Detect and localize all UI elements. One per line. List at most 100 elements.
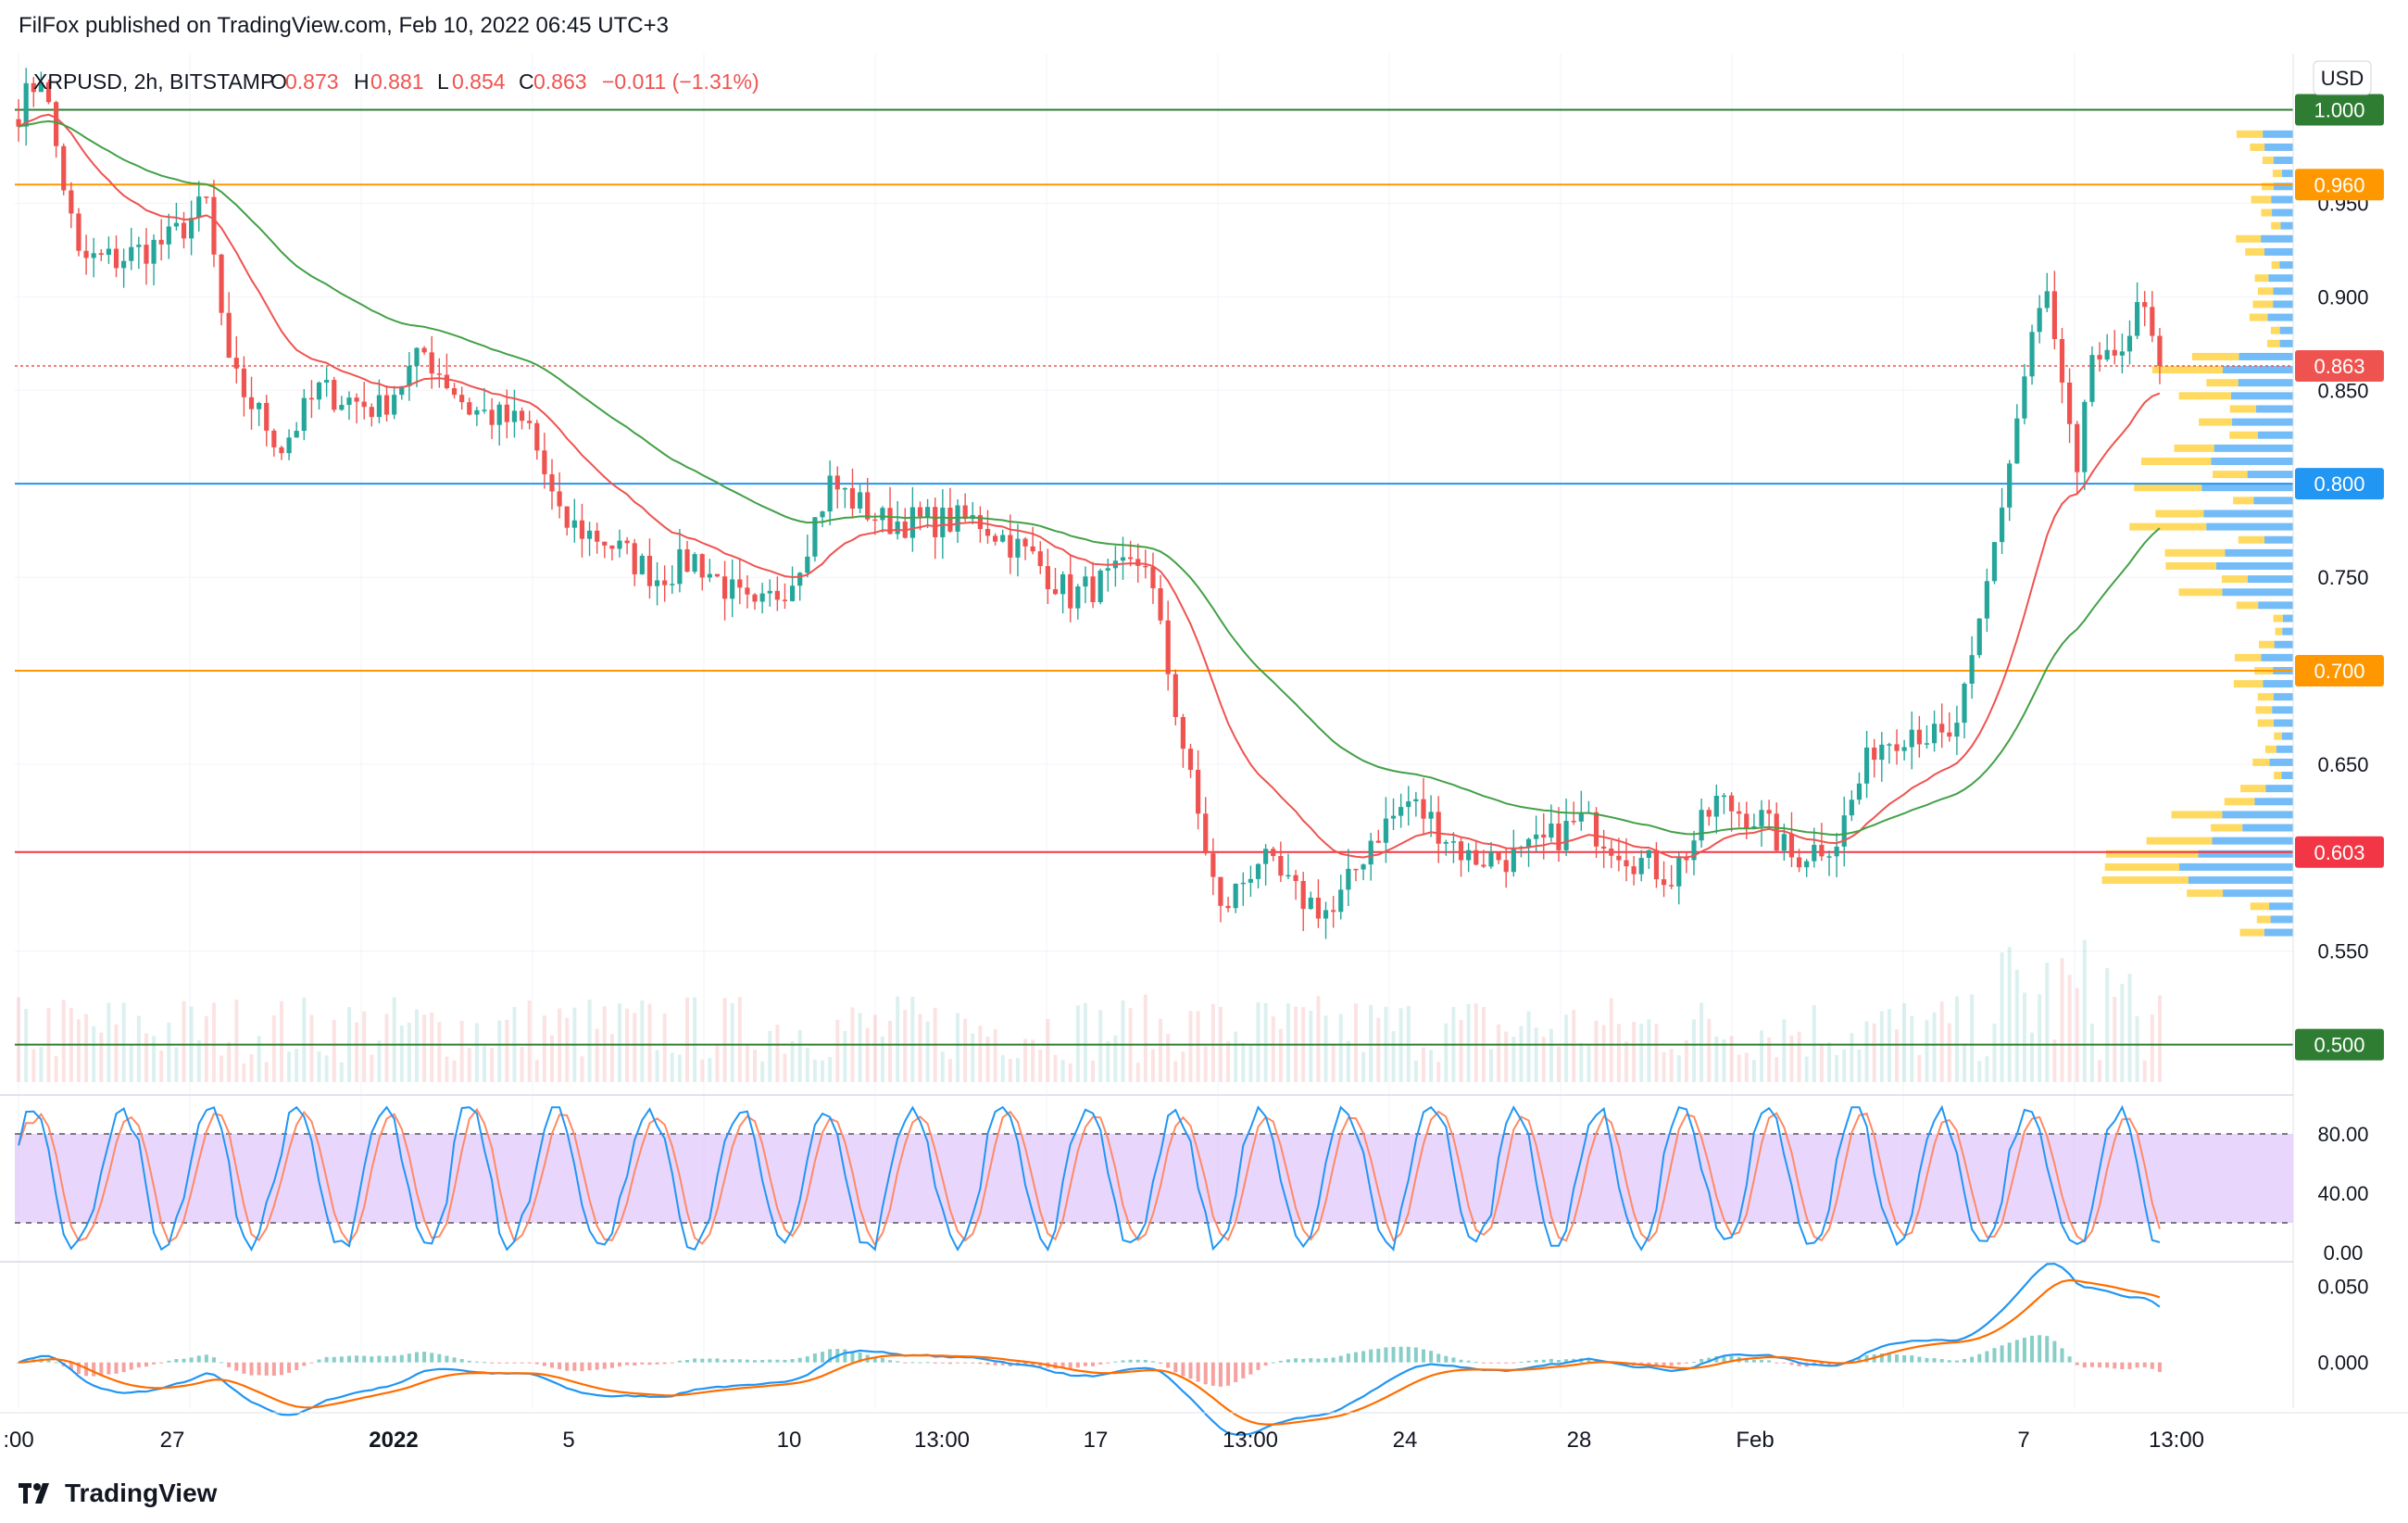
candle-body	[985, 529, 991, 536]
time-tick: 7	[2017, 1428, 2029, 1453]
candle-body	[1030, 546, 1035, 552]
volume-bar	[835, 1019, 840, 1082]
volume-bar	[2142, 1060, 2147, 1082]
macd-hist-bar	[760, 1359, 765, 1363]
candle-body	[1969, 655, 1975, 685]
macd-hist-bar	[1429, 1351, 1434, 1363]
volume-bar	[1309, 1010, 1313, 1082]
candle-body	[1939, 724, 1945, 733]
signal-line	[19, 1278, 2161, 1426]
volume-bar	[1008, 1059, 1012, 1082]
volume-bar	[1556, 1046, 1561, 1082]
macd-hist-bar	[565, 1362, 570, 1371]
volume-bar	[1091, 1060, 1096, 1082]
macd-hist-bar	[1068, 1362, 1072, 1369]
volume-bar	[963, 1018, 968, 1082]
candle-body	[1563, 821, 1569, 850]
macd-hist-bar	[317, 1359, 321, 1363]
candle-body	[1887, 744, 1892, 746]
profile-bar	[2233, 680, 2264, 688]
profile-bar	[2274, 732, 2282, 740]
volume-bar	[1879, 1011, 1884, 1082]
low-value: 0.854	[452, 69, 506, 94]
candle-body	[849, 487, 856, 509]
macd-hist-bar	[903, 1362, 908, 1364]
profile-bar	[2257, 431, 2293, 439]
time-axis[interactable]: :00 27 2022 5 10 13:00 17 13:00 24 28 Feb 7 13:00	[0, 1412, 2408, 1453]
macd-hist-bar	[2067, 1356, 2072, 1363]
volume-bar	[414, 1009, 419, 1082]
volume-bar	[114, 1024, 119, 1082]
candle-body	[1601, 846, 1607, 849]
volume-bar	[1331, 1043, 1336, 1082]
macd-hist-bar	[633, 1362, 637, 1366]
macd-hist-bar	[1286, 1359, 1290, 1363]
candle-body	[1826, 856, 1832, 858]
macd-hist-bar	[2082, 1362, 2087, 1368]
macd-hist-bar	[1587, 1358, 1591, 1363]
macd-hist-bar	[805, 1356, 809, 1363]
macd-hist-bar	[339, 1356, 344, 1363]
candle-body	[1203, 813, 1209, 854]
macd-hist-bar	[993, 1362, 997, 1366]
macd-hist-bar	[858, 1352, 862, 1363]
volume-bar	[257, 1036, 261, 1082]
profile-bar	[2252, 758, 2270, 766]
macd-hist-bar	[677, 1360, 682, 1363]
candle-body	[399, 385, 405, 396]
volume-bar	[640, 1000, 645, 1082]
volume-bar	[399, 1025, 404, 1082]
candle-body	[805, 556, 810, 573]
profile-bar	[2274, 772, 2282, 780]
candle-body	[324, 380, 330, 383]
volume-bar	[940, 1051, 945, 1082]
volume-bar	[1751, 1060, 1756, 1082]
macd-hist-bar	[407, 1353, 411, 1363]
macd-hist-bar	[414, 1352, 419, 1363]
footer: TradingView	[19, 1479, 217, 1508]
candle-body	[1263, 849, 1269, 864]
price-chart[interactable]: 0.9500.9000.8500.7500.6500.5501.0000.960…	[0, 0, 2408, 1473]
volume-profile	[2101, 130, 2293, 937]
volume-bar	[2098, 1060, 2102, 1082]
candle-body	[113, 248, 119, 269]
macd-hist-bar	[167, 1360, 171, 1363]
time-tick: 13:00	[2149, 1428, 2204, 1453]
profile-bar	[2211, 457, 2293, 465]
candle-body	[91, 253, 96, 258]
profile-bar	[2269, 758, 2293, 766]
macd-hist-bar	[821, 1352, 825, 1363]
profile-bar	[2253, 497, 2293, 505]
volume-bar	[1083, 1002, 1087, 1082]
volume-bar	[1143, 994, 1148, 1082]
profile-bar	[2275, 627, 2283, 636]
currency-button[interactable]	[2313, 60, 2372, 95]
chart-header: FilFox published on TradingView.com, Feb…	[19, 13, 669, 39]
candle-body	[38, 82, 44, 93]
profile-bar	[2273, 287, 2293, 296]
candle-body	[444, 374, 450, 389]
price-axis[interactable]: 0.9500.9000.8500.7500.6500.5501.0000.960…	[2292, 54, 2384, 1408]
candle-body	[2029, 332, 2035, 377]
candle-body	[617, 540, 622, 549]
macd-hist-bar	[1106, 1362, 1110, 1364]
macd-hist-bar	[1782, 1362, 1787, 1364]
macd-hist-bar	[302, 1362, 307, 1366]
volume-bar	[107, 1002, 111, 1082]
candle-body	[730, 579, 735, 599]
profile-bar	[2191, 352, 2239, 360]
macd-hist-bar	[1294, 1358, 1298, 1363]
macd-hist-bar	[1459, 1359, 1463, 1363]
candle-body	[1916, 729, 1922, 745]
volume-bar	[430, 1012, 434, 1082]
macd-hist-bar	[662, 1362, 667, 1365]
macd-hist-bar	[324, 1356, 329, 1363]
volume-bar	[647, 1003, 652, 1082]
volume-bar	[1895, 1029, 1900, 1082]
macd-hist-bar	[1534, 1360, 1538, 1363]
candle-body	[1210, 853, 1216, 877]
profile-bar	[2265, 785, 2293, 793]
candle-body	[534, 422, 540, 451]
volume-bar	[1639, 1023, 1644, 1082]
volume-bar	[144, 1033, 148, 1082]
